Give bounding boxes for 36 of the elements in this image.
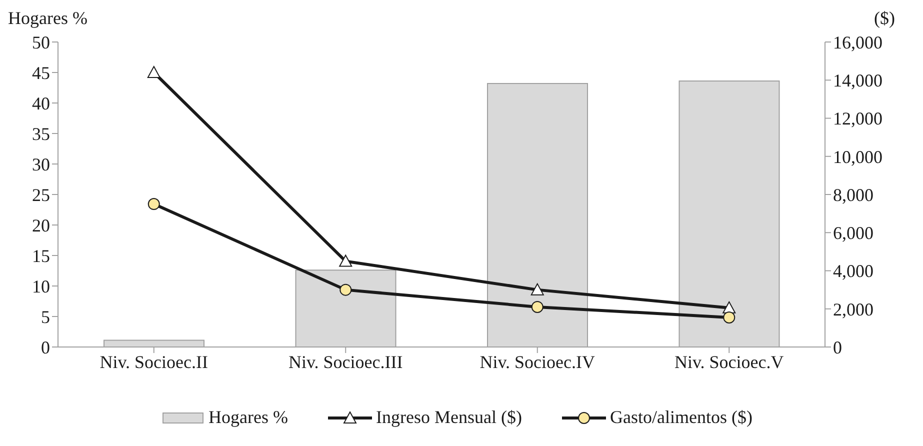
y-tick-label: 40 — [32, 93, 50, 114]
y-tick-label: 35 — [32, 124, 50, 144]
x-tick-label: Niv. Socioec.V — [674, 352, 784, 372]
y2-tick-label: 6,000 — [833, 223, 874, 244]
y-tick-label: 0 — [41, 337, 50, 358]
y-tick-label: 50 — [32, 32, 50, 52]
point — [723, 311, 736, 324]
y2-axis-title: ($) — [874, 8, 895, 29]
point — [147, 66, 160, 78]
point — [530, 283, 544, 296]
y-tick-label: 30 — [32, 154, 50, 174]
y2-tick-label: 14,000 — [833, 70, 882, 91]
y2-tick-label: 10,000 — [833, 146, 882, 167]
legend-label: Hogares % — [208, 407, 288, 428]
legend-label: Gasto/alimentos ($) — [608, 407, 752, 428]
x-tick-label: Niv. Socioec.II — [100, 352, 208, 372]
y2-tick-label: 8,000 — [833, 184, 874, 205]
y-tick-label: 20 — [32, 215, 50, 236]
legend-label: Ingreso Mensual ($) — [375, 407, 522, 428]
y2-tick-label: 4,000 — [833, 261, 874, 282]
y-tick-label: 10 — [32, 276, 50, 296]
point — [531, 300, 544, 313]
y2-tick-label: 16,000 — [833, 32, 882, 52]
y-tick-label: 25 — [32, 184, 50, 205]
x-tick-label: Niv. Socioec.III — [288, 352, 403, 372]
x-tick-label: Niv. Socioec.IV — [480, 352, 596, 372]
point — [339, 254, 352, 267]
y2-tick-label: 12,000 — [833, 108, 882, 129]
y-tick-label: 5 — [41, 306, 50, 327]
y2-tick-label: 2,000 — [833, 299, 874, 320]
y2-tick-label: 0 — [833, 337, 842, 358]
point — [340, 284, 352, 296]
point — [148, 198, 160, 210]
y-tick-label: 15 — [32, 246, 50, 266]
y-tick-label: 45 — [32, 62, 50, 83]
y-axis-title: Hogares % — [8, 8, 88, 29]
